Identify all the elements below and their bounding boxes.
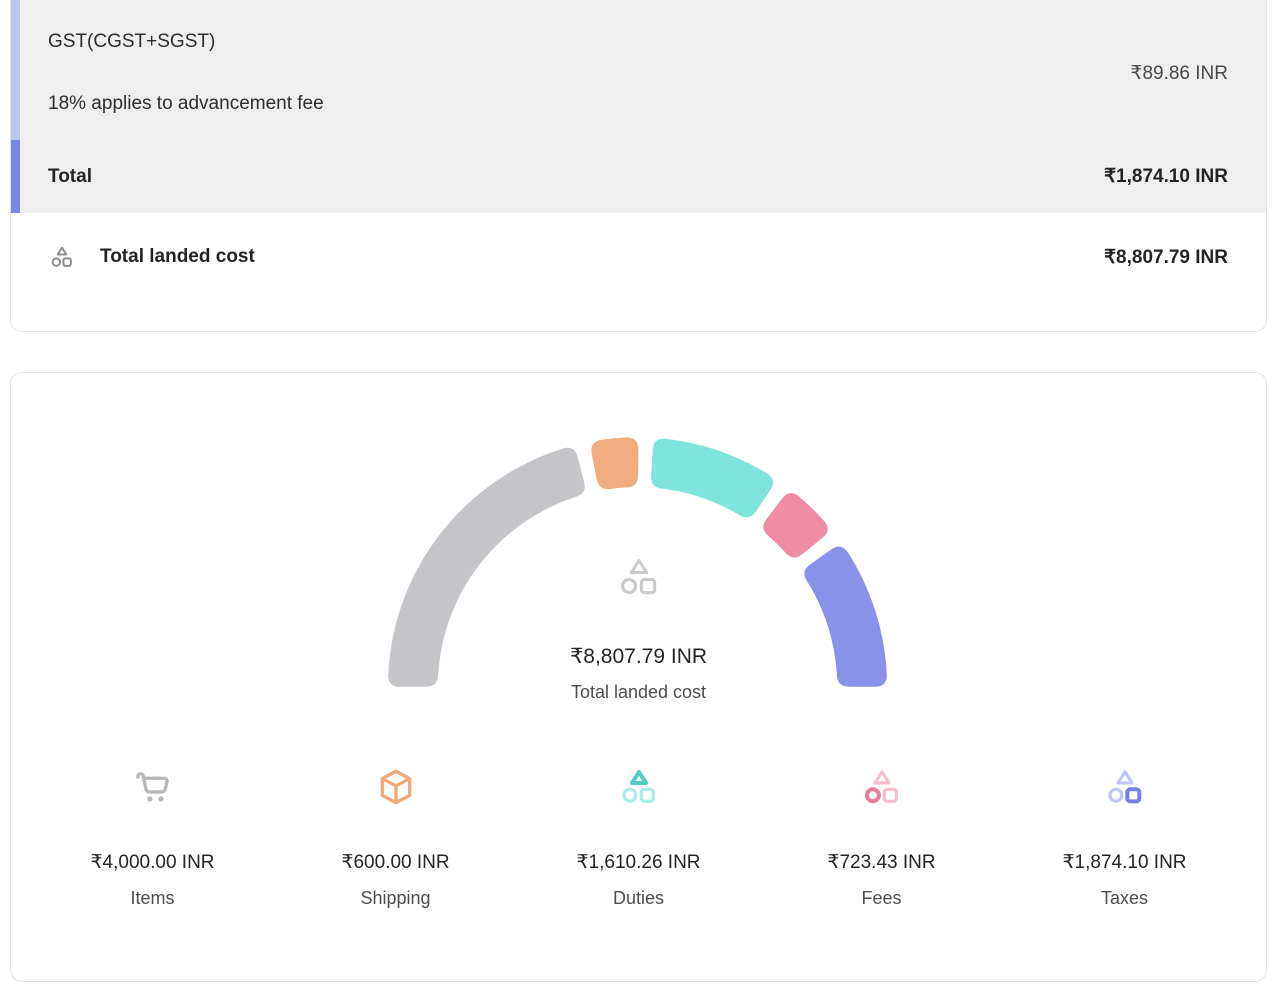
- legend-label: Items: [130, 888, 175, 908]
- legend-label: Shipping: [360, 888, 431, 908]
- legend-label: Fees: [861, 888, 902, 908]
- tax-line-amount: ₹89.86 INR: [1130, 62, 1228, 84]
- gauge-segment-fees[interactable]: [763, 493, 828, 558]
- shapes-circle-icon: [861, 765, 903, 809]
- row-highlight-bar: [11, 140, 20, 213]
- legend-value: ₹4,000.00 INR: [90, 852, 215, 873]
- legend-value: ₹600.00 INR: [341, 852, 450, 873]
- legend-value: ₹1,874.10 INR: [1062, 852, 1187, 873]
- landed-cost-gauge: ₹8,807.79 INR Total landed cost: [11, 373, 1266, 703]
- cost-chart-card: ₹8,807.79 INR Total landed cost ₹4,000.0…: [10, 372, 1267, 982]
- landed-cost-shapes-icon: [49, 244, 75, 270]
- legend-item-shipping[interactable]: ₹600.00 INR Shipping: [274, 765, 517, 910]
- gauge-segment-items[interactable]: [388, 447, 585, 687]
- legend-item-duties[interactable]: ₹1,610.26 INR Duties: [517, 765, 760, 910]
- gauge-segment-duties[interactable]: [651, 438, 774, 518]
- row-highlight-bar: [11, 0, 20, 140]
- gauge-segment-shipping[interactable]: [591, 437, 639, 490]
- legend-value: ₹1,610.26 INR: [576, 852, 701, 873]
- gauge-chart: [388, 437, 887, 687]
- tax-breakdown-section: GST(CGST+SGST) 18% applies to advancemen…: [11, 0, 1266, 213]
- shapes-triangle-icon: [618, 765, 660, 809]
- legend-item-items[interactable]: ₹4,000.00 INR Items: [31, 765, 274, 910]
- total-landed-cost-row: Total landed cost ₹8,807.79 INR: [11, 213, 1266, 331]
- tax-total-row: Total ₹1,874.10 INR: [11, 140, 1266, 213]
- legend-label: Taxes: [1100, 888, 1149, 908]
- tax-line-row: GST(CGST+SGST) 18% applies to advancemen…: [11, 0, 1266, 140]
- landed-cost-label: Total landed cost: [100, 246, 255, 267]
- tax-line-text: GST(CGST+SGST) 18% applies to advancemen…: [48, 29, 324, 117]
- legend-item-taxes[interactable]: ₹1,874.10 INR Taxes: [1003, 765, 1246, 910]
- shapes-square-icon: [1104, 765, 1146, 809]
- tax-total-amount: ₹1,874.10 INR: [1103, 166, 1228, 187]
- gauge-segment-taxes[interactable]: [804, 546, 887, 687]
- legend-item-fees[interactable]: ₹723.43 INR Fees: [760, 765, 1003, 910]
- cost-summary-card: GST(CGST+SGST) 18% applies to advancemen…: [10, 0, 1267, 332]
- tax-total-label: Total: [48, 165, 92, 187]
- tax-line-title: GST(CGST+SGST): [48, 31, 216, 52]
- package-icon: [375, 765, 417, 809]
- cart-icon: [132, 765, 174, 809]
- landed-cost-amount: ₹8,807.79 INR: [1103, 246, 1228, 268]
- tax-line-description: 18% applies to advancement fee: [48, 93, 324, 114]
- legend-value: ₹723.43 INR: [827, 852, 936, 873]
- legend-label: Duties: [612, 888, 665, 908]
- cost-legend: ₹4,000.00 INR Items ₹600.00 INR Shipping: [11, 765, 1266, 910]
